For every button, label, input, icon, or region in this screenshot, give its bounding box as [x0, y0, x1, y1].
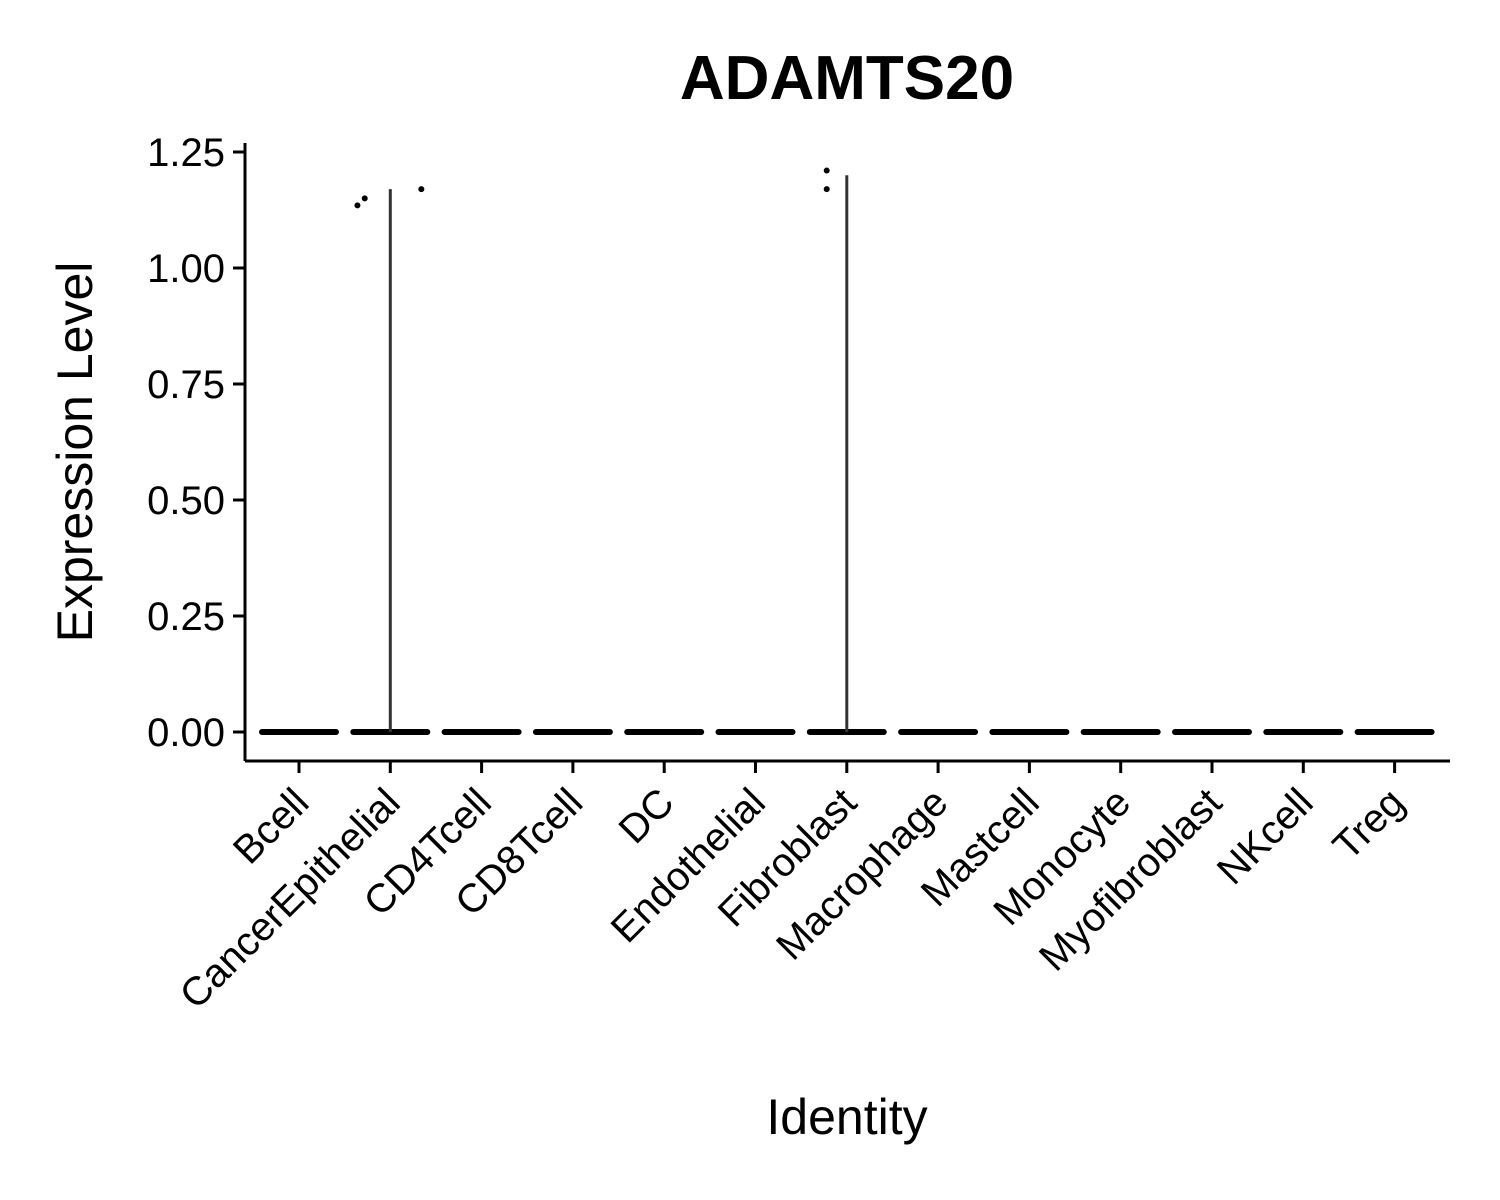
chart-title: ADAMTS20 [680, 44, 1014, 113]
y-tick-label: 1.00 [147, 247, 225, 291]
violin-body [1172, 729, 1252, 735]
x-tick-label: DC [611, 780, 683, 852]
x-axis-title: Identity [766, 1089, 927, 1145]
data-point [823, 167, 830, 174]
data-point [354, 202, 361, 209]
violin-body [1263, 729, 1344, 735]
violin-body [441, 729, 522, 735]
y-tick-label: 0.50 [147, 479, 225, 523]
y-tick-label: 1.25 [147, 131, 225, 175]
x-tick-label: Treg [1325, 780, 1413, 868]
x-tick-label: NKcell [1209, 780, 1322, 893]
violin-body [989, 729, 1070, 735]
violin-body [1080, 729, 1161, 735]
y-axis: 0.00 0.25 0.50 0.75 1.00 1.25 [147, 131, 245, 755]
y-tick-label: 0.75 [147, 363, 225, 407]
violin-body [259, 729, 339, 735]
y-tick-label: 0.00 [147, 711, 225, 755]
plot-area [259, 167, 1435, 735]
data-point [418, 186, 425, 193]
violin-body [624, 729, 705, 735]
y-axis-title: Expression Level [47, 262, 103, 643]
data-point [823, 186, 830, 193]
y-tick-label: 0.25 [147, 595, 225, 639]
violin-body [532, 729, 613, 735]
violin-body [715, 729, 796, 735]
data-point [361, 195, 368, 202]
violin-body [898, 729, 979, 735]
violin-body [1354, 729, 1435, 735]
